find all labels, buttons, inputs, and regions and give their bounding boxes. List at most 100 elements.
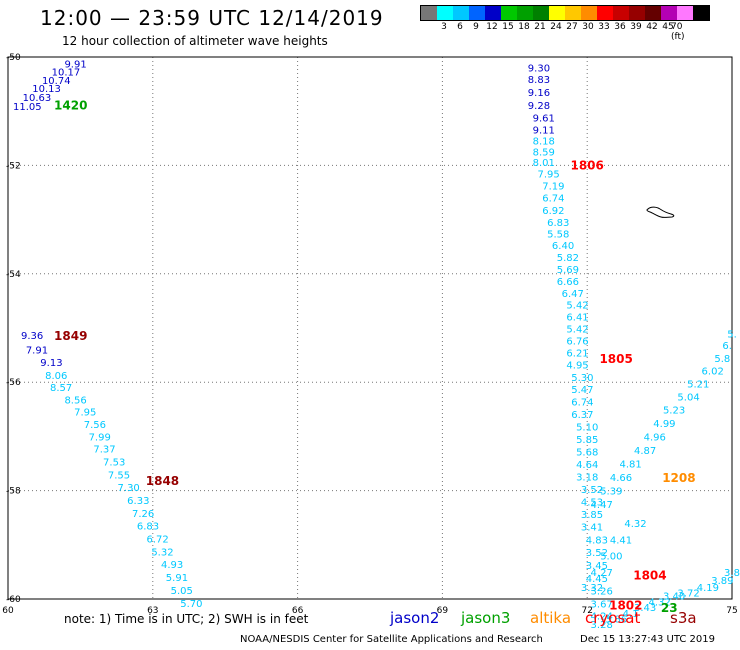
legend-swatch [645,6,661,20]
wave-height-value: 5.69 [557,265,579,276]
legend-label: 70 (ft) [671,22,685,42]
lon-tick-label: 66 [292,606,304,616]
wave-height-value: 8.06 [45,371,67,382]
wave-height-value: 10.74 [42,76,71,87]
legend-swatch [517,6,533,20]
wave-height-value: 5.70 [180,599,202,610]
pass-time-label: 1804 [633,569,666,583]
legend-label: 27 [566,22,578,32]
wave-height-value: 3.40 [663,592,685,603]
legend-swatch [469,6,485,20]
wave-height-value: 6.41 [566,313,588,324]
wave-height-value: 6.83 [137,521,159,532]
pass-time-labels: 1420 1806 1849 1805 1208 1848 1804 1802 23 [54,99,696,615]
wave-height-value: 7.55 [108,470,130,481]
wave-height-value: 8.18 [533,136,555,147]
wave-height-value: 3.89 [711,576,733,587]
legend-label: 15 [502,22,514,32]
wave-height-value: 7.56 [84,420,106,431]
wave-height-value: 7.26 [132,509,154,520]
wave-height-value: 6. [722,341,732,352]
wave-height-value: 4.19 [697,583,719,594]
legend-swatch [613,6,629,20]
legend-swatch [597,6,613,20]
wave-height-value: 4.24 [591,611,613,622]
wave-height-value: 6.40 [552,241,574,252]
wave-height-value: 6.21 [566,348,588,359]
legend-label: 12 [486,22,498,32]
wave-height-value: 7.99 [89,432,111,443]
wave-height-value: 8.01 [533,158,555,169]
axis-labels: 60 63 66 69 72 75 -50 -52 -54 -56 -58 -60 [2,53,737,616]
wave-height-value: 5.85 [576,435,598,446]
wave-height-value: 10.13 [32,84,61,95]
pass-time-label: 1420 [54,99,87,113]
credit-line: NOAA/NESDIS Center for Satellite Applica… [240,634,543,645]
wave-height-value: 7.95 [537,170,559,181]
wave-height-value: 5.39 [600,487,622,498]
wave-height-value: 5.32 [151,547,173,558]
wave-height-value: 8.56 [64,396,86,407]
lat-tick-label: -50 [6,53,21,63]
wave-height-value: 5. [727,329,737,340]
wave-height-value: 3.85 [581,510,603,521]
wave-height-value: 8.57 [50,383,72,394]
wave-height-value: 6.37 [571,410,593,421]
footer-note: note: 1) Time is in UTC; 2) SWH is in fe… [64,612,309,626]
legend-swatch [693,6,709,20]
pass-time-label: 1208 [662,471,695,485]
legend-label: 9 [473,22,479,32]
wave-height-value: 3.52 [586,548,608,559]
lon-tick-label: 72 [581,606,592,616]
wave-height-value: 3.18 [576,473,598,484]
wave-height-value: 4.41 [610,535,632,546]
lon-tick-label: 60 [2,606,14,616]
wave-height-value: 5.82 [557,253,579,264]
lon-tick-label: 69 [437,606,449,616]
wave-height-value: 8.83 [528,75,550,86]
wave-height-value: 9.13 [40,358,62,369]
legend-swatch [677,6,693,20]
wave-height-value: 4.32 [648,598,670,609]
wave-height-value: 5.21 [687,379,709,390]
pass-time-label: 1806 [570,158,603,172]
legend-label: 18 [518,22,530,32]
wave-height-value: 5.05 [171,586,193,597]
lat-tick-label: -52 [6,161,21,171]
wave-height-value: 5.10 [576,423,598,434]
wave-height-value: 6.83 [547,218,569,229]
wave-height-value: 9.28 [528,101,550,112]
wave-height-value: 4.32 [624,519,646,530]
wave-height-value: 7.37 [93,444,115,455]
wave-height-value: 7.30 [118,483,140,494]
legend-label: 36 [614,22,626,32]
legend-label: 45 [662,22,674,32]
wave-height-value: 9.61 [533,114,555,125]
wave-height-value: 4.47 [591,500,613,511]
legend-swatch [501,6,517,20]
wave-height-value: 8.59 [533,147,555,158]
legend-label: 3 [441,22,447,32]
mission-jason2: jason2 [390,609,440,627]
wave-height-value: 4.1 [623,609,639,620]
wave-height-value: 6.47 [562,289,584,300]
lat-tick-label: -56 [6,378,21,388]
wave-height-value: 4.95 [566,360,588,371]
wave-height-value: 6.02 [702,366,724,377]
island-outline [646,206,675,218]
wave-height-value: 9.16 [528,88,550,99]
wave-height-value: 3.67 [591,599,613,610]
legend-swatch [421,6,437,20]
wave-height-value: 6.66 [557,277,579,288]
pass-time-label: 1848 [146,474,179,488]
wave-height-value: 5.42 [566,301,588,312]
legend-label: 24 [550,22,562,32]
wave-height-value: 4.53 [581,497,603,508]
wave-height-value: 11.05 [13,102,42,113]
wave-height-value: 6.74 [571,398,593,409]
wave-height-value: 4.83 [586,535,608,546]
wave-height-value: 6.33 [127,496,149,507]
legend-swatch [549,6,565,20]
